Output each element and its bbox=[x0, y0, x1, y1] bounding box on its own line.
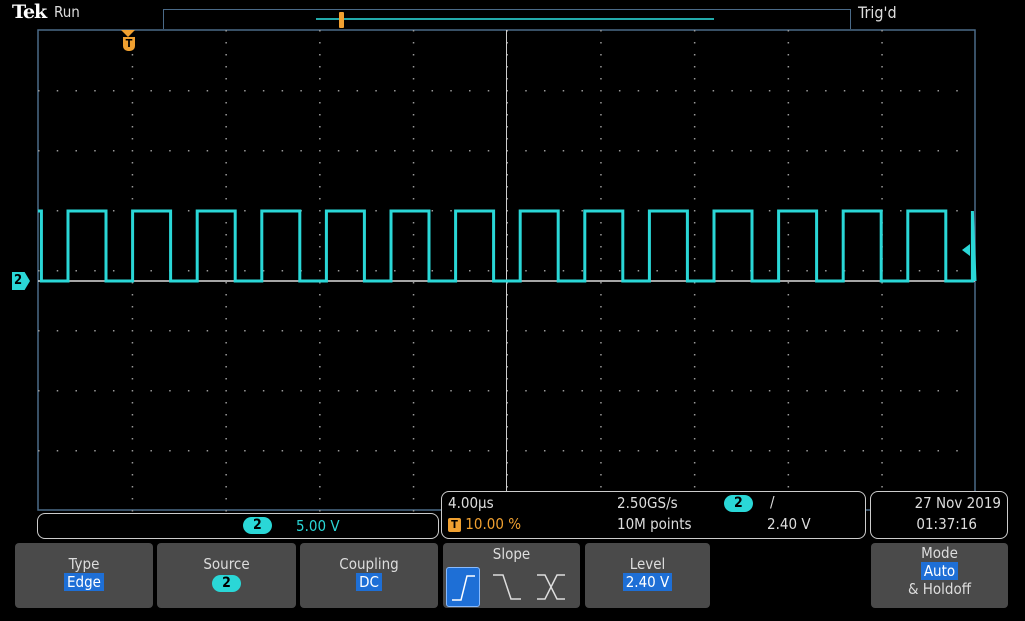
source-button[interactable]: Source 2 bbox=[157, 543, 296, 608]
slope-label: Slope bbox=[492, 545, 531, 563]
rising-slope-option[interactable] bbox=[446, 567, 480, 607]
trigger-level-readout: 2.40 V bbox=[767, 515, 811, 533]
channel-2-waveform bbox=[38, 209, 977, 283]
mode-holdoff-button[interactable]: Mode Auto & Holdoff bbox=[871, 543, 1008, 608]
level-value: 2.40 V bbox=[622, 573, 673, 591]
horizontal-trigger-readout[interactable]: 4.00µs T 10.00 % 2.50GS/s 10M points 2 /… bbox=[441, 491, 866, 539]
trigger-icon: T bbox=[448, 518, 461, 532]
trigger-slope-icon: / bbox=[770, 493, 775, 511]
mode-label: Mode bbox=[921, 544, 958, 562]
level-button[interactable]: Level 2.40 V bbox=[585, 543, 710, 608]
coupling-label: Coupling bbox=[339, 555, 399, 573]
graticule-dots bbox=[38, 30, 958, 512]
channel-2-ground-marker[interactable]: 2 bbox=[12, 272, 30, 290]
record-window bbox=[316, 18, 714, 20]
coupling-value: DC bbox=[356, 573, 382, 591]
falling-edge-icon[interactable] bbox=[491, 567, 523, 605]
trigger-source-badge: 2 bbox=[724, 495, 753, 512]
waveform-graticule bbox=[37, 29, 977, 512]
acquisition-status: Run bbox=[54, 3, 80, 21]
trigger-position: 10.00 % bbox=[465, 515, 522, 533]
trigger-marker-icon: T bbox=[123, 37, 135, 51]
type-label: Type bbox=[68, 555, 100, 573]
type-button[interactable]: Type Edge bbox=[15, 543, 153, 608]
date: 27 Nov 2019 bbox=[914, 494, 1001, 512]
time-per-div: 4.00µs bbox=[448, 494, 494, 512]
source-value: 2 bbox=[212, 575, 241, 592]
coupling-button[interactable]: Coupling DC bbox=[300, 543, 438, 608]
sample-rate: 2.50GS/s bbox=[617, 494, 678, 512]
channel-scale: 5.00 V bbox=[296, 517, 340, 535]
time: 01:37:16 bbox=[916, 515, 977, 533]
channel-readout-panel[interactable]: 2 5.00 V bbox=[37, 513, 439, 539]
type-value: Edge bbox=[64, 573, 104, 591]
rising-edge-icon bbox=[452, 575, 475, 601]
tek-logo: Tek bbox=[12, 1, 47, 23]
mode-value: Auto bbox=[920, 562, 959, 580]
level-label: Level bbox=[629, 555, 666, 573]
slope-button[interactable]: Slope bbox=[443, 543, 580, 608]
record-length: 10M points bbox=[617, 515, 692, 533]
trigger-position-arrow-icon bbox=[121, 30, 135, 37]
datetime-panel[interactable]: 27 Nov 2019 01:37:16 bbox=[870, 491, 1008, 539]
trigger-position-icon bbox=[339, 12, 344, 28]
either-edge-icon[interactable] bbox=[535, 567, 567, 605]
record-view-bar bbox=[163, 9, 851, 29]
trigger-status: Trig'd bbox=[858, 3, 897, 22]
trigger-level-arrow-icon bbox=[962, 244, 970, 256]
holdoff-label: & Holdoff bbox=[907, 580, 972, 598]
source-label: Source bbox=[203, 555, 250, 573]
channel-2-badge: 2 bbox=[243, 517, 272, 534]
